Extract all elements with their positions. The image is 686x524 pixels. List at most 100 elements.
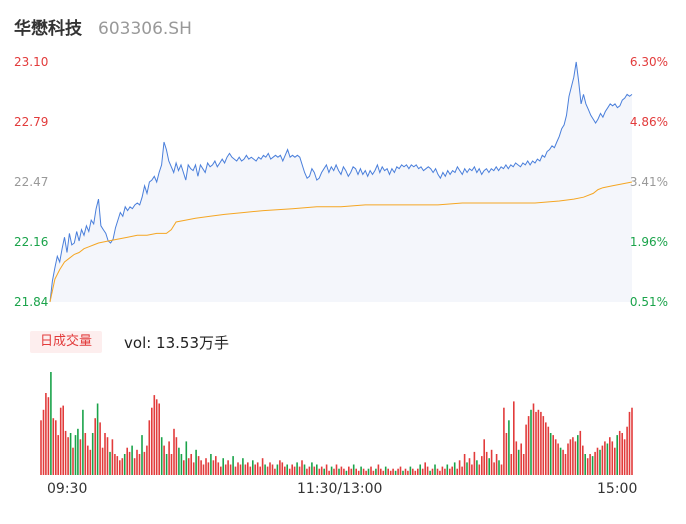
- volume-bar: [259, 466, 261, 475]
- volume-bar: [187, 458, 190, 475]
- volume-bar: [210, 454, 212, 475]
- volume-bar: [618, 430, 621, 475]
- volume-bar: [476, 460, 478, 475]
- volume-bar: [77, 428, 79, 475]
- volume-bar: [333, 468, 335, 475]
- volume-bar: [252, 460, 254, 475]
- volume-bar: [301, 460, 303, 475]
- volume-bar: [215, 456, 217, 475]
- volume-bar: [328, 470, 330, 475]
- volume-bar: [82, 409, 84, 475]
- volume-bar: [296, 462, 298, 475]
- volume-bar: [473, 451, 476, 475]
- stock-header: 华懋科技 603306.SH: [14, 14, 192, 39]
- volume-bar: [249, 466, 252, 475]
- volume-bar: [515, 441, 518, 475]
- volume-bar: [153, 395, 156, 475]
- volume-bar: [463, 454, 466, 475]
- volume-bar: [485, 451, 488, 475]
- volume-bar: [623, 439, 626, 475]
- stock-code: 603306.SH: [98, 19, 192, 39]
- volume-bar: [392, 468, 394, 475]
- volume-bar: [271, 464, 274, 475]
- volume-bar: [325, 464, 328, 475]
- volume-bar: [340, 466, 343, 475]
- volume-bar: [232, 456, 234, 475]
- volume-bar: [370, 466, 372, 475]
- volume-bar: [311, 462, 313, 475]
- volume-bar: [173, 428, 175, 475]
- volume-bar: [67, 437, 69, 475]
- volume-bar: [616, 435, 618, 475]
- volume-bar: [424, 462, 426, 475]
- volume-bar: [195, 449, 197, 475]
- volume-bar: [224, 464, 227, 475]
- volume-bar: [111, 439, 114, 475]
- volume-bar: [274, 468, 276, 475]
- volume-bar: [461, 466, 463, 475]
- volume-bar: [276, 464, 279, 475]
- volume-bar: [372, 470, 375, 475]
- volume-bar: [158, 403, 160, 475]
- volume-header: 日成交量 vol: 13.53万手: [30, 331, 229, 353]
- volume-bar: [237, 462, 239, 475]
- volume-bar: [559, 447, 562, 475]
- volume-bar: [148, 420, 151, 475]
- price-line: [49, 61, 633, 303]
- volume-bar: [52, 418, 55, 475]
- volume-bar: [404, 468, 407, 475]
- x-tick-close: 15:00: [597, 481, 638, 497]
- volume-bar: [510, 454, 513, 475]
- volume-bar: [535, 411, 537, 475]
- volume-bar: [74, 435, 77, 475]
- volume-bar: [126, 447, 128, 475]
- volume-bar: [183, 460, 185, 475]
- volume-bar: [552, 435, 554, 475]
- volume-bar: [478, 464, 481, 475]
- volume-bar: [91, 433, 94, 475]
- volume-bar: [540, 411, 542, 475]
- volume-bar: [549, 433, 552, 475]
- volume-bar: [146, 445, 148, 475]
- y-tick-right-0: 6.30%: [629, 55, 668, 69]
- volume-bar: [99, 422, 101, 475]
- volume-bar: [227, 460, 229, 475]
- y-tick-right-4: 0.51%: [629, 295, 668, 309]
- volume-bar: [439, 470, 441, 475]
- volume-bar: [419, 464, 421, 475]
- volume-bar: [284, 466, 286, 475]
- price-area: [50, 62, 632, 302]
- volume-bar: [611, 441, 614, 475]
- volume-bar: [601, 445, 604, 475]
- volume-bar: [599, 449, 601, 475]
- volume-bar: [247, 462, 249, 475]
- volume-bar: [554, 439, 557, 475]
- volume-bar: [481, 456, 483, 475]
- volume-bar: [525, 424, 527, 475]
- volume-bar: [584, 454, 586, 475]
- volume-bar: [308, 466, 311, 475]
- volume-bar: [42, 409, 45, 475]
- volume-bar: [143, 451, 146, 475]
- volume-bar: [352, 464, 355, 475]
- volume-bar: [564, 454, 567, 475]
- volume-bar: [279, 460, 281, 475]
- volume-bar: [69, 433, 72, 475]
- x-tick-open: 09:30: [47, 481, 88, 497]
- volume-bar: [293, 466, 296, 475]
- volume-bar: [256, 462, 259, 475]
- volume-bar: [394, 470, 397, 475]
- volume-bar: [178, 447, 180, 475]
- volume-bar: [47, 397, 50, 475]
- volume-bar: [522, 454, 525, 475]
- volume-bar: [170, 454, 173, 475]
- volume-bar: [155, 399, 158, 475]
- daily-volume-tab[interactable]: 日成交量: [30, 331, 103, 353]
- volume-bar: [466, 462, 468, 475]
- x-tick-midday: 11:30/13:00: [297, 481, 383, 497]
- volume-bar: [242, 458, 244, 475]
- volume-bar: [55, 420, 57, 475]
- volume-bar: [50, 372, 52, 475]
- volume-bar: [261, 458, 264, 475]
- volume-bar: [185, 441, 188, 475]
